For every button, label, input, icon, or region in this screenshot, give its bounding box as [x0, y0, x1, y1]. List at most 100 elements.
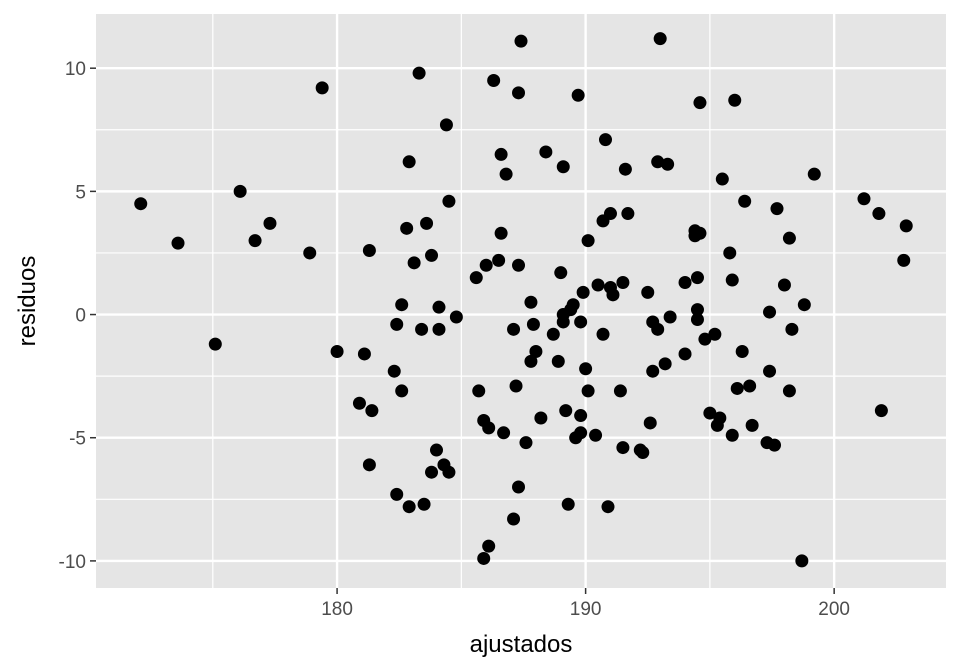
data-point	[653, 32, 667, 46]
data-point	[730, 381, 744, 395]
data-point	[477, 551, 491, 565]
data-point	[579, 362, 593, 376]
data-point	[402, 500, 416, 514]
data-point	[487, 74, 501, 88]
data-point	[643, 416, 657, 430]
data-point	[556, 315, 570, 329]
data-point	[690, 312, 704, 326]
data-point	[248, 234, 262, 248]
data-point	[519, 436, 533, 450]
data-point	[872, 207, 886, 221]
data-point	[658, 357, 672, 371]
data-point	[315, 81, 329, 95]
data-point	[439, 118, 453, 132]
plot-panel	[96, 14, 946, 588]
data-point	[415, 322, 429, 336]
data-point	[330, 345, 344, 359]
data-point	[534, 411, 548, 425]
data-point	[425, 248, 439, 262]
data-point	[554, 266, 568, 280]
data-point	[723, 246, 737, 260]
data-point	[589, 428, 603, 442]
data-point	[233, 184, 247, 198]
data-point	[390, 317, 404, 331]
data-point	[412, 66, 426, 80]
data-point	[442, 194, 456, 208]
data-point	[745, 418, 759, 432]
data-point	[514, 34, 528, 48]
data-point	[636, 446, 650, 460]
data-point	[663, 310, 677, 324]
data-point	[646, 364, 660, 378]
data-point	[785, 322, 799, 336]
data-point	[728, 93, 742, 107]
x-axis-title: ajustados	[470, 631, 573, 658]
data-point	[621, 207, 635, 221]
y-tick-label: -10	[59, 552, 86, 573]
data-point	[492, 253, 506, 267]
data-point	[678, 276, 692, 290]
data-point	[770, 202, 784, 216]
data-point	[551, 354, 565, 368]
x-axis: 180 190 200	[321, 588, 850, 620]
data-point	[713, 411, 727, 425]
data-point	[432, 300, 446, 314]
data-point	[897, 253, 911, 267]
data-point	[442, 465, 456, 479]
data-point	[797, 298, 811, 312]
data-point	[591, 278, 605, 292]
data-point	[618, 162, 632, 176]
data-point	[546, 327, 560, 341]
data-point	[512, 480, 526, 494]
data-point	[417, 497, 431, 511]
data-point	[357, 347, 371, 361]
data-point	[725, 428, 739, 442]
y-tick-label: 0	[75, 306, 86, 327]
data-point	[507, 512, 521, 526]
data-point	[571, 88, 585, 102]
data-point	[763, 364, 777, 378]
data-point	[362, 458, 376, 472]
data-point	[576, 285, 590, 299]
data-point	[596, 327, 610, 341]
data-point	[526, 317, 540, 331]
data-point	[171, 236, 185, 250]
data-point	[482, 539, 496, 553]
data-points	[134, 32, 913, 568]
data-point	[469, 271, 483, 285]
data-point	[735, 345, 749, 359]
y-axis: -10 -5 0 5 10	[59, 59, 96, 573]
x-tick-label: 180	[321, 599, 353, 620]
data-point	[429, 443, 443, 457]
data-point	[725, 273, 739, 287]
data-point	[497, 426, 511, 440]
data-point	[352, 396, 366, 410]
data-point	[795, 554, 809, 568]
x-tick-label: 190	[570, 599, 602, 620]
data-point	[782, 231, 796, 245]
data-point	[574, 315, 588, 329]
data-point	[507, 322, 521, 336]
data-point	[678, 347, 692, 361]
data-point	[420, 216, 434, 230]
data-point	[400, 221, 414, 235]
data-point	[581, 234, 595, 248]
data-point	[581, 384, 595, 398]
data-point	[499, 167, 513, 181]
data-point	[690, 303, 704, 317]
data-point	[561, 497, 575, 511]
data-point	[708, 327, 722, 341]
data-point	[763, 305, 777, 319]
data-point	[661, 157, 675, 171]
data-point	[874, 404, 888, 418]
data-point	[768, 438, 782, 452]
data-point	[693, 226, 707, 240]
data-point	[449, 310, 463, 324]
data-point	[857, 192, 871, 206]
data-point	[606, 288, 620, 302]
data-point	[715, 172, 729, 186]
data-point	[556, 160, 570, 174]
data-point	[698, 332, 712, 346]
data-point	[509, 379, 523, 393]
